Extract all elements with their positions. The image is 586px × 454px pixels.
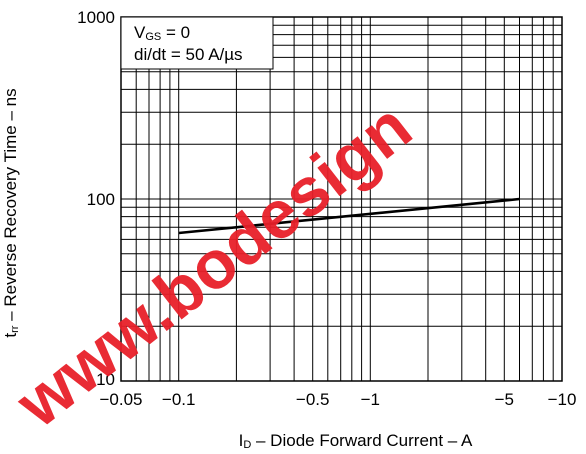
x-axis-label: ID – Diode Forward Current – A [239, 431, 473, 451]
plot-frame [120, 16, 563, 382]
y-axis-label: trr – Reverse Recovery Time – ns [1, 88, 21, 337]
y-tick-label: 100 [87, 190, 115, 209]
x-tick-label: −0.1 [162, 390, 196, 409]
annotation-didt: di/dt = 50 A/µs [134, 45, 243, 64]
grid [121, 17, 562, 381]
y-tick-labels: 10 100 1000 [77, 8, 115, 389]
x-tick-label: −0.05 [99, 390, 142, 409]
x-tick-label: −1 [361, 390, 380, 409]
y-tick-label: 1000 [77, 8, 115, 27]
x-tick-label: −5 [495, 390, 514, 409]
x-tick-labels: −0.05 −0.1 −0.5 −1 −5 −10 [99, 390, 576, 409]
annotation-vgs: VGS = 0 [134, 23, 190, 43]
x-tick-label: −0.5 [296, 390, 330, 409]
series-group [178, 197, 520, 235]
annotation-box [120, 16, 274, 70]
y-tick-label: 10 [96, 370, 115, 389]
x-tick-label: −10 [548, 390, 577, 409]
series-line [178, 197, 520, 235]
